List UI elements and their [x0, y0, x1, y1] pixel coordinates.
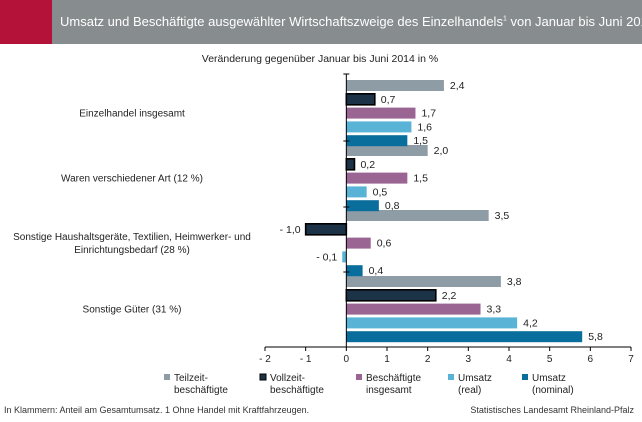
legend-label-2-line-1: Vollzeit- [270, 373, 305, 384]
category-label-3-line-2: Einrichtungsbedarf (28 %) [74, 245, 190, 256]
header-title-suffix: von Januar bis Juni 2015 [506, 14, 642, 29]
legend-label-4-line-1: Umsatz [458, 373, 492, 384]
legend-label-4-line-2: (real) [458, 385, 481, 396]
data-label-5-3: 0,4 [369, 265, 384, 277]
x-tick-label-5: 2 [425, 354, 431, 365]
bar-2-4 [345, 289, 437, 302]
data-label-5-2: 0,8 [385, 200, 400, 212]
data-label-3-4: 3,3 [487, 304, 502, 316]
data-label-5-1: 1,5 [413, 135, 428, 147]
legend-label-3-line-2: insgesamt [366, 385, 412, 396]
x-tick-label-10: 7 [628, 354, 634, 365]
x-tick-label-2: - 1 [300, 354, 312, 365]
bar-4-1 [346, 121, 412, 133]
x-tick-label-6: 3 [466, 354, 472, 365]
x-tick-label-7: 4 [506, 354, 512, 365]
legend-label-5-line-1: Umsatz [532, 373, 566, 384]
legend-swatch-3 [356, 374, 362, 380]
legend-swatch-5 [522, 374, 528, 380]
data-label-3-2: 1,5 [413, 173, 428, 185]
data-label-1-1: 2,4 [450, 80, 465, 92]
bar-1-4 [346, 276, 501, 287]
legend-label-1-line-2: beschäftigte [174, 385, 228, 396]
x-tick-label-8: 5 [547, 354, 553, 365]
data-label-2-3: - 1,0 [280, 224, 301, 236]
category-label-3-line-1: Sonstige Haushaltsgeräte, Textilien, Hei… [13, 232, 251, 243]
data-label-3-1: 1,7 [421, 108, 436, 120]
chart-header: Umsatz und Beschäftigte ausgewählter Wir… [0, 0, 642, 44]
header-bar [52, 0, 642, 44]
bar-4-2 [346, 186, 367, 198]
legend-label-2-line-2: beschäftigte [270, 385, 324, 396]
bar-3-4 [346, 303, 481, 315]
bar-5-1 [346, 135, 408, 147]
data-label-2-2: 0,2 [360, 159, 375, 171]
legend-swatch-1 [164, 374, 170, 380]
data-label-5-4: 5,8 [588, 331, 603, 343]
data-label-1-4: 3,8 [507, 276, 522, 288]
category-label-2-line-1: Waren verschiedener Art (12 %) [61, 174, 203, 185]
bar-5-2 [346, 200, 379, 212]
x-tick-label-3: 0 [344, 354, 350, 365]
footnote: In Klammern: Anteil am Gesamtumsatz. 1 O… [4, 405, 310, 415]
data-label-1-3: 3,5 [495, 210, 510, 222]
bar-4-4 [346, 317, 518, 329]
x-tick-label-1: - 2 [259, 354, 271, 365]
header-title-footnote-mark: 1 [502, 15, 507, 23]
data-label-4-3: - 0,1 [316, 251, 337, 263]
x-tick-label-4: 1 [384, 354, 390, 365]
bar-3-1 [346, 107, 416, 119]
data-label-1-2: 2,0 [434, 145, 449, 157]
legend-label-5-line-2: (nominal) [532, 385, 574, 396]
bar-2-1 [345, 92, 376, 106]
data-label-2-1: 0,7 [381, 94, 396, 106]
bar-1-3 [346, 210, 489, 221]
data-label-2-4: 2,2 [442, 290, 457, 302]
header-title-main: Umsatz und Beschäftigte ausgewählter Wir… [60, 14, 503, 29]
source-note: Statistisches Landesamt Rheinland-Pfalz [470, 405, 634, 415]
legend-label-3-line-1: Beschäftigte [366, 373, 421, 384]
category-label-1-line-1: Einzelhandel insgesamt [79, 109, 185, 120]
header-accent [0, 0, 52, 44]
legend-swatch-4 [448, 374, 454, 380]
category-label-4-line-1: Sonstige Güter (31 %) [83, 305, 182, 316]
bar-1-2 [346, 145, 428, 156]
data-label-4-1: 1,6 [417, 121, 432, 133]
bar-chart: Veränderung gegenüber Januar bis Juni 20… [13, 53, 634, 396]
bar-3-2 [346, 172, 408, 184]
bar-1-1 [346, 80, 444, 91]
data-label-4-4: 4,2 [523, 317, 538, 329]
bar-2-3 [304, 223, 348, 236]
bar-5-4 [346, 331, 583, 343]
bar-2-2 [345, 158, 356, 171]
chart-header-title: Umsatz und Beschäftigte ausgewählter Wir… [60, 14, 642, 29]
bar-3-3 [346, 237, 371, 249]
bar-4-3 [342, 251, 347, 263]
data-label-4-2: 0,5 [373, 186, 388, 198]
legend-swatch-2 [259, 373, 267, 381]
bar-5-3 [346, 265, 363, 277]
legend-label-1-line-1: Teilzeit- [174, 373, 208, 384]
data-label-3-3: 0,6 [377, 238, 392, 250]
x-tick-label-9: 6 [588, 354, 594, 365]
chart-title: Veränderung gegenüber Januar bis Juni 20… [202, 53, 438, 65]
